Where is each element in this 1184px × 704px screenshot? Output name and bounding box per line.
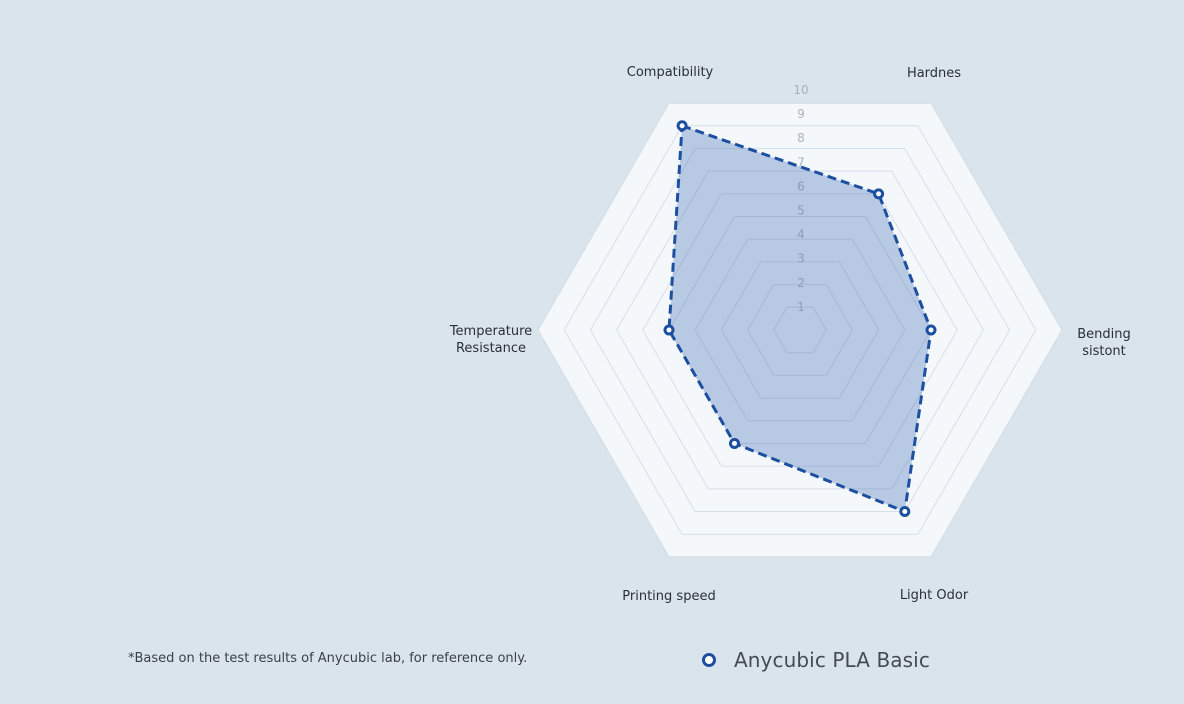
radar-tick-labels: 1 2 3 4 5 6 7 8 9 10 xyxy=(793,83,808,314)
data-point xyxy=(925,324,937,336)
grid-ring xyxy=(616,170,984,490)
axis-label: Printing speed xyxy=(622,589,715,604)
axis-label: Hardnes xyxy=(907,66,961,81)
data-point xyxy=(873,188,885,200)
tick-label: 10 xyxy=(793,83,808,97)
tick-label: 7 xyxy=(797,155,805,169)
axis-label: Bending sistont xyxy=(1077,327,1131,359)
legend: Anycubic PLA Basic xyxy=(702,648,930,672)
axis-label: Temperature Resistance xyxy=(449,324,532,356)
data-point xyxy=(729,437,740,449)
tick-label: 5 xyxy=(797,203,805,217)
legend-label: Anycubic PLA Basic xyxy=(734,648,930,672)
data-point xyxy=(676,120,688,132)
grid-ring xyxy=(720,261,880,399)
circle-marker-icon xyxy=(702,653,716,667)
grid-ring xyxy=(773,306,827,354)
tick-label: 9 xyxy=(797,107,805,121)
grid-ring xyxy=(563,125,1037,535)
tick-label: 8 xyxy=(797,131,805,145)
axis-label: Light Odor xyxy=(900,588,969,603)
axis-label: Compatibility xyxy=(627,65,714,80)
tick-label: 2 xyxy=(797,276,805,290)
tick-label: 6 xyxy=(797,179,805,193)
grid-ring xyxy=(694,238,906,422)
footnote: *Based on the test results of Anycubic l… xyxy=(128,651,528,666)
data-point xyxy=(663,324,675,336)
tick-label: 4 xyxy=(797,228,805,242)
radar-axis-labels: Compatibility Hardnes Bending sistont Light … xyxy=(449,65,1131,604)
tick-label: 3 xyxy=(797,252,805,266)
grid-outer-hexagon xyxy=(537,102,1063,558)
grid-ring xyxy=(747,284,853,376)
tick-label: 1 xyxy=(797,300,805,314)
series-area xyxy=(669,125,931,512)
radar-series xyxy=(663,120,937,518)
data-point xyxy=(899,506,911,518)
